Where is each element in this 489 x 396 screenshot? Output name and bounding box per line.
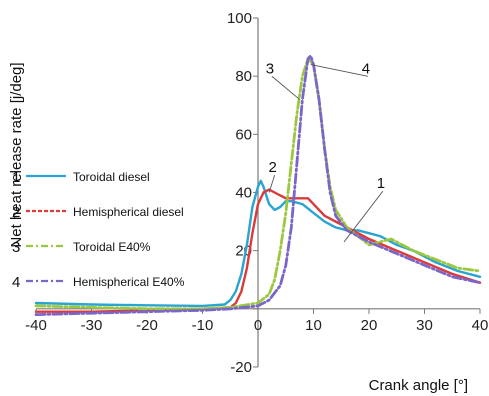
legend: 1 Toroidal diesel 2 Hemispherical diesel 3 To… (12, 169, 185, 291)
legend-number-1: 1 (12, 169, 20, 186)
y-tick-label: 60 (235, 126, 252, 143)
callout-leader-4 (310, 64, 368, 77)
x-tick-label: 10 (305, 317, 322, 334)
callout-label-4: 4 (362, 60, 370, 77)
y-tick-label: -20 (230, 359, 252, 376)
callout-leader-1 (343, 190, 384, 243)
x-tick-label: -30 (81, 317, 103, 334)
x-axis-title: Crank angle [°] (369, 377, 468, 394)
series-layer (34, 54, 482, 316)
legend-label-4: Hemispherical E40% (73, 275, 185, 289)
series-line-1 (34, 179, 482, 308)
legend-label-1: Toroidal diesel (73, 170, 150, 184)
callout-leader-2 (268, 175, 276, 193)
x-tick-label: 30 (416, 317, 433, 334)
y-axis-title: Net heat release rate [j/deg] (8, 62, 25, 247)
callout-leader-3 (271, 75, 300, 100)
x-tick-label: -40 (25, 317, 47, 334)
y-tick-label: 40 (235, 185, 252, 202)
x-tick-label: 20 (361, 317, 378, 334)
series-line-4 (34, 54, 482, 316)
callouts: 1 2 3 4 (266, 60, 385, 243)
x-tick-label: 0 (254, 317, 262, 334)
callout-label-2: 2 (268, 159, 276, 176)
callout-label-3: 3 (266, 60, 274, 77)
x-tick-label: -10 (192, 317, 214, 334)
legend-label-2: Hemispherical diesel (73, 205, 184, 219)
x-tick-label: -20 (136, 317, 158, 334)
legend-label-3: Toroidal E40% (73, 240, 151, 254)
y-tick-label: 80 (235, 68, 252, 85)
legend-number-3: 3 (12, 239, 20, 256)
legend-number-2: 2 (12, 204, 20, 221)
callout-label-1: 1 (377, 175, 385, 192)
legend-number-4: 4 (12, 274, 20, 291)
y-tick-label: 100 (227, 10, 252, 27)
x-tick-label: 40 (472, 317, 489, 334)
